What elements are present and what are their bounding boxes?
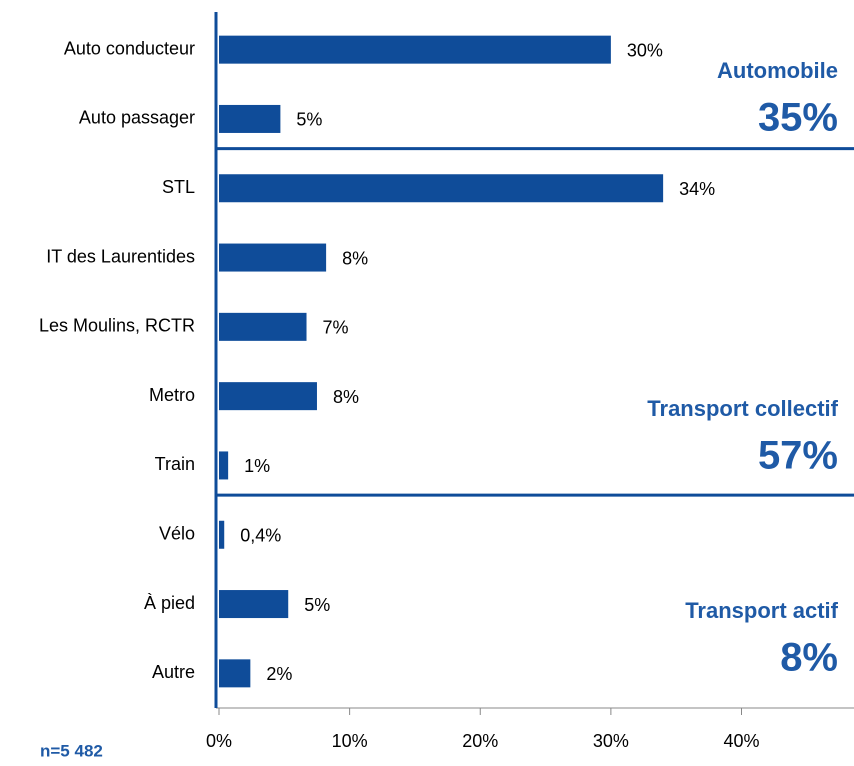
x-tick-label: 0% — [206, 731, 232, 751]
bar — [219, 312, 307, 341]
group-share: 57% — [758, 434, 838, 478]
value-label: 5% — [296, 110, 322, 130]
x-tick-label: 10% — [332, 731, 368, 751]
group-share: 8% — [780, 636, 838, 680]
bar — [219, 659, 251, 688]
sample-note: n=5 482 — [40, 741, 103, 760]
value-label: 5% — [304, 595, 330, 615]
y-tick-label: Metro — [149, 385, 195, 405]
x-tick-label: 30% — [593, 731, 629, 751]
y-tick-label: STL — [162, 177, 195, 197]
value-label: 8% — [333, 387, 359, 407]
y-tick-label: Train — [155, 454, 195, 474]
bar — [219, 104, 281, 133]
value-label: 30% — [627, 40, 663, 60]
y-tick-label: IT des Laurentides — [46, 246, 195, 266]
value-label: 34% — [679, 179, 715, 199]
value-label: 2% — [266, 664, 292, 684]
y-tick-label: Vélo — [159, 524, 195, 544]
y-tick-label: À pied — [144, 593, 195, 613]
bar — [219, 382, 317, 411]
y-tick-label: Auto conducteur — [64, 38, 195, 58]
y-tick-label: Les Moulins, RCTR — [39, 316, 195, 336]
bar — [219, 590, 289, 619]
value-label: 8% — [342, 248, 368, 268]
x-tick-label: 20% — [462, 731, 498, 751]
bar — [219, 243, 327, 272]
bar — [219, 174, 664, 203]
bar — [219, 451, 229, 480]
bar — [219, 35, 611, 64]
y-tick-label: Auto passager — [79, 108, 195, 128]
bar — [219, 520, 225, 549]
group-name: Transport actif — [685, 598, 838, 623]
group-share: 35% — [758, 96, 838, 140]
group-name: Automobile — [717, 58, 838, 83]
group-name: Transport collectif — [647, 396, 838, 421]
x-tick-label: 40% — [723, 731, 759, 751]
value-label: 7% — [323, 318, 349, 338]
value-label: 0,4% — [240, 526, 281, 546]
value-label: 1% — [244, 456, 270, 476]
y-tick-label: Autre — [152, 662, 195, 682]
